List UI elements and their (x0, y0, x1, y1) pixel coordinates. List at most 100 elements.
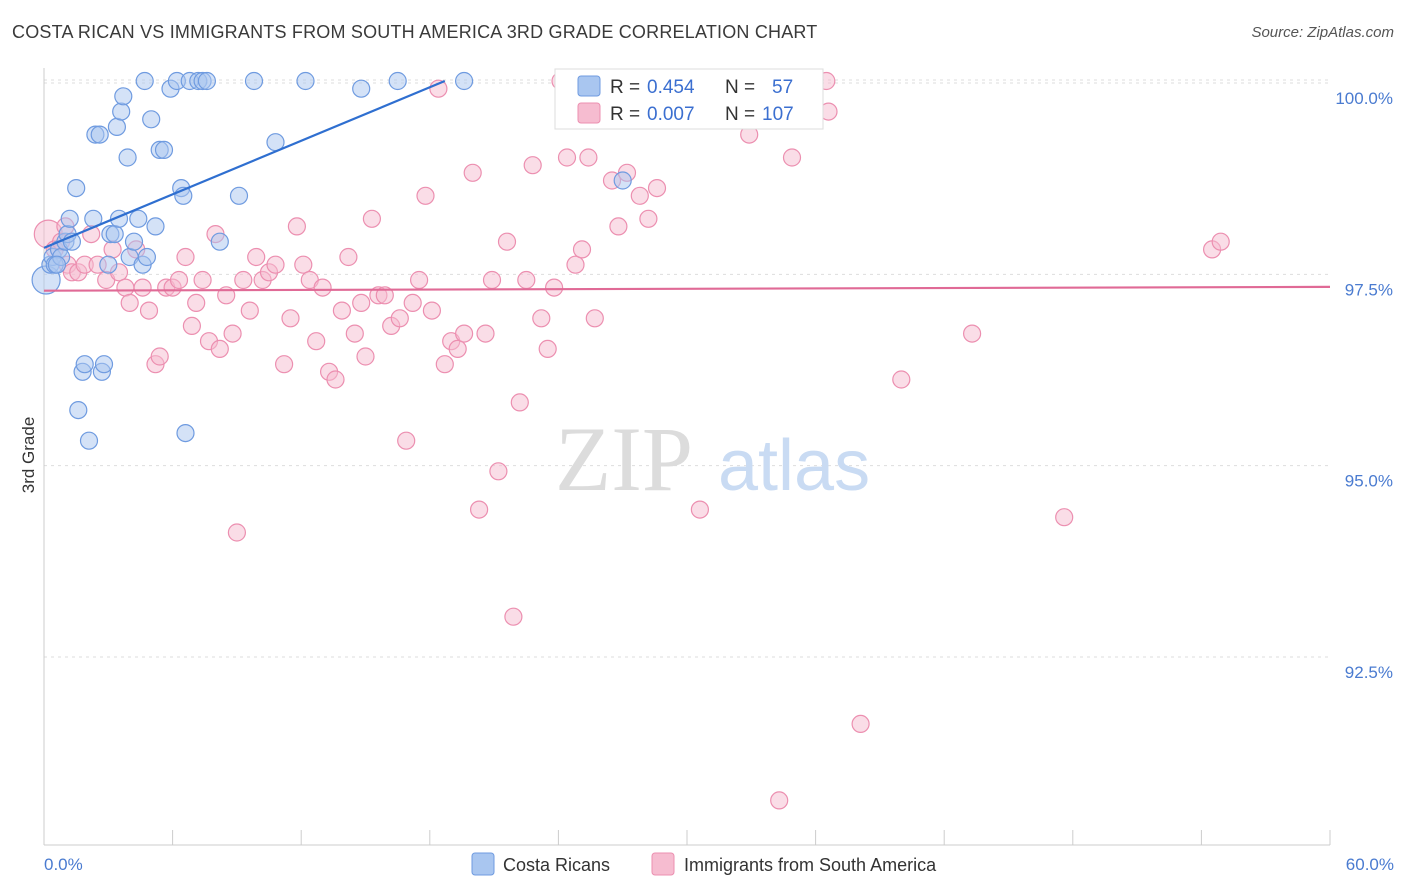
immig-point-41 (294, 255, 313, 274)
costa-point-45 (197, 71, 216, 91)
immig-point-87 (609, 217, 628, 236)
immig-point-50 (352, 293, 371, 312)
immig-point-92 (690, 500, 710, 519)
costa-point-54 (613, 171, 632, 190)
costa-point-12 (75, 355, 94, 374)
immig-point-24 (187, 293, 206, 312)
legend-n-value-1: 57 (772, 77, 793, 98)
immig-point-73 (504, 607, 523, 626)
y-tick-label-3: 100.0% (1335, 89, 1393, 108)
immig-point-96 (770, 791, 789, 810)
immig-point-34 (247, 247, 266, 267)
immig-point-15 (133, 278, 152, 297)
costa-point-36 (154, 140, 174, 159)
costa-point-46 (210, 232, 229, 251)
immig-point-32 (234, 270, 253, 290)
legend-n-label-2: N = (725, 104, 755, 125)
immig-point-70 (482, 270, 502, 290)
immig-point-81 (557, 148, 577, 167)
immig-point-105 (1211, 232, 1230, 251)
series-immigrants-points (33, 71, 1230, 810)
costa-point-25 (114, 87, 133, 106)
immig-point-84 (579, 148, 598, 167)
immig-point-39 (281, 309, 300, 328)
immig-point-46 (326, 370, 345, 389)
costa-point-22 (107, 117, 127, 137)
costa-point-52 (388, 71, 407, 91)
watermark-zip: ZIP (555, 408, 693, 510)
immig-point-30 (223, 324, 242, 343)
y-tick-label-0: 92.5% (1345, 663, 1393, 682)
stats-legend: R = 0.454 N = 57 R = 0.007 N = 107 (554, 68, 824, 130)
immig-point-85 (585, 309, 604, 328)
immig-point-61 (422, 301, 441, 320)
immig-point-25 (193, 270, 212, 290)
costa-point-16 (90, 125, 109, 144)
immig-point-82 (566, 255, 585, 274)
immig-point-83 (572, 240, 592, 259)
legend-r-label-1: R = (610, 77, 640, 98)
costa-point-31 (137, 247, 156, 267)
costa-point-13 (79, 431, 99, 450)
series-costa-ricans-points (31, 71, 632, 450)
chart-source: Source: ZipAtlas.com (1251, 24, 1394, 41)
x-tick-label-min: 0.0% (44, 855, 83, 874)
immig-point-13 (120, 293, 139, 312)
legend-r-value-2: 0.007 (647, 104, 695, 125)
immig-point-101 (892, 370, 911, 389)
immig-point-37 (266, 255, 285, 274)
immig-point-60 (416, 186, 435, 205)
chart-title: COSTA RICAN VS IMMIGRANTS FROM SOUTH AME… (12, 22, 818, 42)
immig-point-76 (523, 156, 542, 175)
watermark-atlas: atlas (718, 426, 870, 506)
y-axis-label: 3rd Grade (19, 417, 38, 494)
legend-swatch-pink (577, 102, 601, 124)
immig-point-103 (1055, 508, 1074, 527)
bottom-legend-swatch-blue (471, 852, 495, 876)
immig-point-51 (356, 347, 375, 366)
x-tick-label-max: 60.0% (1346, 855, 1394, 874)
immig-point-52 (362, 209, 381, 228)
bottom-legend-swatch-pink (651, 852, 675, 876)
costa-point-21 (105, 225, 124, 244)
immig-point-28 (210, 339, 229, 358)
immig-point-49 (345, 324, 364, 343)
costa-point-8 (60, 209, 79, 228)
immig-point-23 (182, 316, 201, 335)
immig-point-43 (307, 332, 326, 351)
immig-point-12 (116, 278, 135, 297)
immig-point-58 (403, 293, 422, 312)
immig-point-54 (375, 286, 394, 305)
costa-point-34 (146, 217, 165, 236)
costa-point-51 (352, 79, 371, 98)
immig-point-22 (176, 247, 195, 267)
legend-n-value-2: 107 (762, 104, 794, 125)
immig-point-79 (544, 278, 564, 297)
bottom-legend-costa-ricans: Costa Ricans (503, 855, 610, 875)
trend-line-immigrants (43, 285, 1331, 292)
immig-point-18 (150, 347, 169, 366)
watermark: ZIP atlas (555, 408, 870, 510)
costa-point-55 (47, 255, 67, 274)
immig-point-102 (962, 324, 982, 343)
immig-point-63 (435, 355, 454, 374)
immig-point-31 (227, 523, 246, 542)
immig-point-57 (397, 431, 416, 450)
immig-point-75 (517, 270, 536, 290)
costa-point-9 (67, 179, 86, 198)
immig-point-77 (532, 309, 551, 328)
y-tick-label-1: 95.0% (1345, 472, 1393, 491)
immig-point-69 (476, 324, 495, 343)
immig-point-91 (647, 179, 667, 198)
costa-point-41 (176, 424, 195, 443)
immig-point-74 (510, 393, 529, 412)
immig-point-97 (782, 148, 802, 167)
immig-point-89 (630, 186, 649, 205)
costa-point-33 (142, 110, 161, 129)
costa-point-26 (118, 148, 137, 167)
legend-r-value-1: 0.454 (647, 77, 695, 98)
immig-point-71 (489, 462, 508, 481)
costa-point-10 (69, 401, 88, 420)
immig-point-10 (103, 240, 122, 259)
